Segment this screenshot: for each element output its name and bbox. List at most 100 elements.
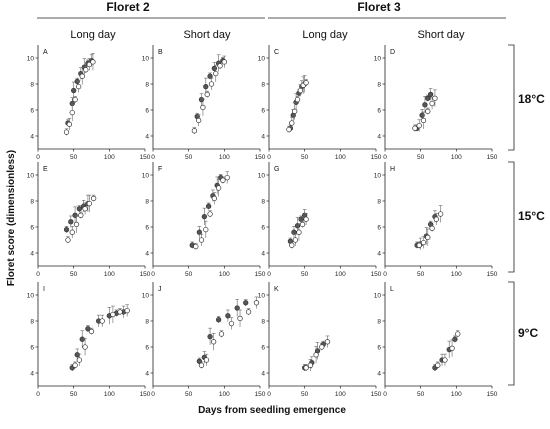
panel-D: 0 50 100 150 4 6 8 10 D (374, 45, 498, 161)
y-tick-label: 6 (145, 344, 149, 351)
panel-letter: K (274, 286, 279, 293)
x-tick-label: 100 (104, 154, 115, 161)
x-tick-label: 0 (36, 271, 40, 278)
data-point (63, 226, 70, 233)
data-point (449, 345, 455, 351)
y-tick-label: 4 (30, 370, 34, 377)
x-tick-label: 0 (151, 391, 155, 398)
y-tick-label: 8 (377, 318, 381, 325)
panel-letter: H (390, 166, 395, 173)
y-tick-label: 4 (377, 370, 381, 377)
data-point (234, 305, 240, 311)
data-point (71, 87, 77, 94)
y-tick-label: 4 (261, 250, 265, 257)
x-tick-label: 0 (383, 391, 387, 398)
data-point (324, 339, 331, 345)
x-tick-label: 150 (255, 271, 266, 278)
data-point (191, 128, 198, 134)
data-point (225, 313, 231, 319)
data-point (117, 309, 123, 315)
data-point (218, 331, 225, 337)
data-point (245, 309, 252, 315)
y-tick-label: 8 (145, 198, 149, 205)
data-point (253, 300, 260, 306)
y-tick-label: 8 (30, 198, 34, 205)
data-point (207, 211, 213, 217)
data-point (203, 226, 209, 233)
panel-C: 0 50 100 150 4 6 8 10 C (258, 45, 382, 161)
y-tick-label: 10 (258, 292, 266, 299)
data-point (243, 300, 249, 306)
x-tick-label: 150 (371, 154, 382, 161)
data-point (86, 61, 93, 68)
panel-letter: G (274, 166, 279, 173)
x-tick-label: 50 (301, 391, 309, 398)
panel-I: 0 50 100 150 4 6 8 10 I (27, 282, 151, 398)
panel-letter: B (158, 49, 163, 56)
data-point (198, 362, 205, 368)
x-tick-label: 0 (267, 271, 271, 278)
data-point (193, 243, 199, 250)
data-point (210, 339, 217, 345)
data-point (65, 237, 71, 243)
y-tick-label: 8 (261, 198, 265, 205)
y-tick-label: 6 (30, 107, 34, 114)
data-point (203, 357, 210, 363)
data-point (200, 104, 206, 111)
y-tick-label: 8 (145, 81, 149, 88)
x-tick-label: 50 (185, 154, 193, 161)
data-point (215, 317, 222, 323)
data-point (422, 102, 428, 108)
x-tick-label: 50 (70, 154, 78, 161)
x-tick-label: 150 (487, 154, 498, 161)
data-point (420, 117, 427, 124)
x-tick-label: 150 (487, 271, 498, 278)
x-tick-label: 150 (140, 271, 151, 278)
data-point (237, 315, 243, 322)
data-point (85, 326, 91, 332)
data-point (294, 96, 301, 103)
panel-letter: A (43, 49, 48, 56)
y-tick-label: 10 (142, 292, 150, 299)
x-tick-label: 150 (371, 271, 382, 278)
data-point (429, 100, 435, 107)
column-header-3: Long day (302, 29, 348, 41)
y-tick-label: 8 (377, 198, 381, 205)
y-tick-label: 8 (145, 318, 149, 325)
row-bracket-9 (508, 281, 515, 386)
x-tick-label: 50 (301, 154, 309, 161)
data-point (416, 122, 422, 129)
data-point (82, 206, 88, 212)
x-axis-title: Days from seedling emergence (198, 405, 346, 416)
row-bracket-18 (508, 44, 515, 151)
data-point (208, 81, 215, 87)
data-point (198, 237, 205, 243)
x-tick-label: 100 (335, 271, 346, 278)
x-tick-label: 50 (417, 391, 425, 398)
x-tick-label: 100 (219, 391, 230, 398)
x-tick-label: 50 (185, 391, 193, 398)
panel-letter: D (390, 49, 395, 56)
x-tick-label: 0 (151, 271, 155, 278)
x-tick-label: 100 (451, 391, 462, 398)
y-tick-label: 10 (27, 55, 35, 62)
y-tick-label: 6 (30, 344, 34, 351)
panel-E: 0 50 100 150 4 6 8 10 E (27, 162, 151, 278)
data-point (68, 219, 74, 225)
x-tick-label: 50 (417, 154, 425, 161)
y-tick-label: 8 (261, 318, 265, 325)
row-label-18: 18°C (518, 92, 545, 106)
panel-letter: E (43, 166, 48, 173)
data-point (213, 70, 219, 77)
row-label-9: 9°C (518, 326, 538, 340)
panel-G: 0 50 100 150 4 6 8 10 G (258, 162, 382, 278)
x-tick-label: 100 (451, 154, 462, 161)
data-point (442, 357, 448, 363)
panel-letter: C (274, 49, 279, 56)
data-point (429, 225, 435, 231)
data-point (455, 331, 461, 337)
data-point (66, 121, 73, 127)
x-tick-label: 0 (267, 391, 271, 398)
x-tick-label: 0 (36, 391, 40, 398)
row-label-15: 15°C (518, 209, 545, 223)
